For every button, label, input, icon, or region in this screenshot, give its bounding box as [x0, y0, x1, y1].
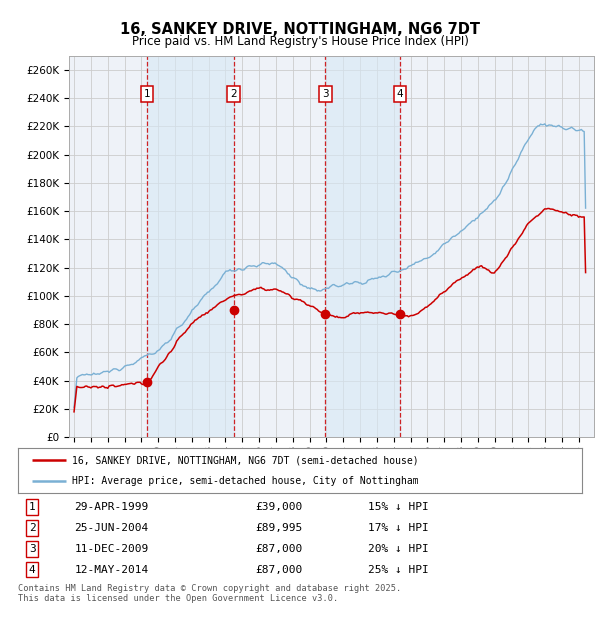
- Text: 16, SANKEY DRIVE, NOTTINGHAM, NG6 7DT (semi-detached house): 16, SANKEY DRIVE, NOTTINGHAM, NG6 7DT (s…: [71, 455, 418, 466]
- Text: HPI: Average price, semi-detached house, City of Nottingham: HPI: Average price, semi-detached house,…: [71, 476, 418, 486]
- Text: 15% ↓ HPI: 15% ↓ HPI: [368, 502, 428, 512]
- Text: Price paid vs. HM Land Registry's House Price Index (HPI): Price paid vs. HM Land Registry's House …: [131, 35, 469, 48]
- Text: 12-MAY-2014: 12-MAY-2014: [74, 565, 149, 575]
- Text: 3: 3: [29, 544, 35, 554]
- Text: 20% ↓ HPI: 20% ↓ HPI: [368, 544, 428, 554]
- Text: 17% ↓ HPI: 17% ↓ HPI: [368, 523, 428, 533]
- Text: 4: 4: [29, 565, 35, 575]
- Text: £39,000: £39,000: [255, 502, 302, 512]
- Text: Contains HM Land Registry data © Crown copyright and database right 2025.
This d: Contains HM Land Registry data © Crown c…: [18, 584, 401, 603]
- Text: 11-DEC-2009: 11-DEC-2009: [74, 544, 149, 554]
- Text: £87,000: £87,000: [255, 565, 302, 575]
- Text: £89,995: £89,995: [255, 523, 302, 533]
- Text: 3: 3: [322, 89, 329, 99]
- Text: 1: 1: [29, 502, 35, 512]
- Text: 16, SANKEY DRIVE, NOTTINGHAM, NG6 7DT: 16, SANKEY DRIVE, NOTTINGHAM, NG6 7DT: [120, 22, 480, 37]
- Bar: [325, 56, 400, 437]
- Text: 29-APR-1999: 29-APR-1999: [74, 502, 149, 512]
- Text: 25-JUN-2004: 25-JUN-2004: [74, 523, 149, 533]
- Text: 2: 2: [29, 523, 35, 533]
- Text: 25% ↓ HPI: 25% ↓ HPI: [368, 565, 428, 575]
- Text: £87,000: £87,000: [255, 544, 302, 554]
- Bar: [147, 56, 233, 437]
- Text: 4: 4: [397, 89, 403, 99]
- Text: 1: 1: [143, 89, 150, 99]
- Text: 2: 2: [230, 89, 237, 99]
